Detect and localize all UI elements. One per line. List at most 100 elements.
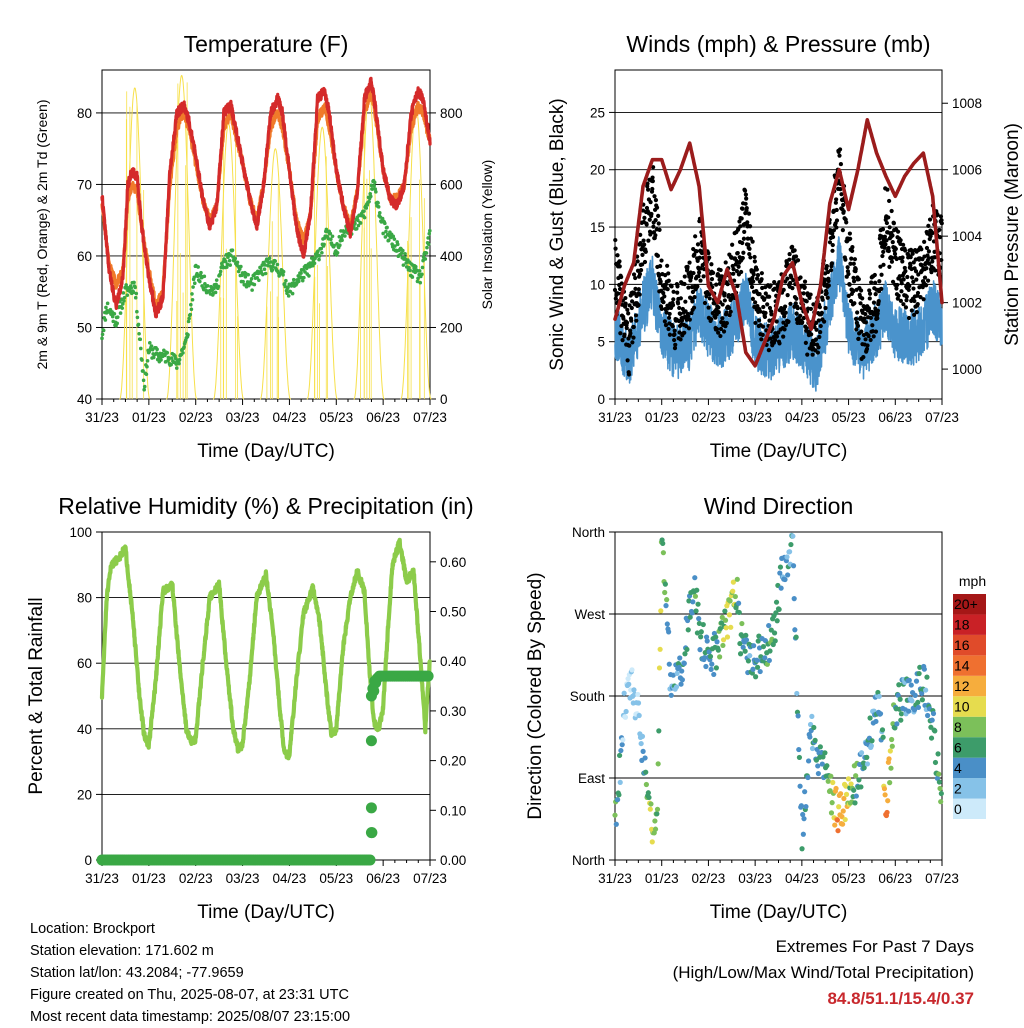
gust-point <box>612 287 618 293</box>
precip-point <box>364 854 376 866</box>
gust-point <box>926 249 932 254</box>
direction-point <box>700 621 706 628</box>
gust-point <box>624 325 629 331</box>
gust-point <box>653 218 658 223</box>
gust-point <box>902 248 908 253</box>
gust-point <box>665 263 670 268</box>
gust-point <box>803 340 808 345</box>
gust-point <box>707 255 712 260</box>
direction-point <box>697 647 703 653</box>
gust-point <box>772 338 778 343</box>
gust-point <box>901 242 906 247</box>
direction-point <box>730 588 736 594</box>
direction-point <box>802 789 808 795</box>
gust-point <box>900 259 905 264</box>
dewpoint-point <box>319 246 324 251</box>
gust-point <box>825 295 830 300</box>
direction-point <box>724 634 731 640</box>
gust-point <box>743 201 748 206</box>
gust-point <box>882 245 887 250</box>
solar-series <box>166 74 198 400</box>
gust-point <box>682 274 687 279</box>
gust-point <box>820 297 825 302</box>
gust-point <box>613 246 618 251</box>
direction-point <box>815 770 821 777</box>
gust-point <box>817 334 822 340</box>
legend-label: 2 <box>954 780 962 796</box>
gust-point <box>755 272 761 278</box>
gust-point <box>626 372 632 377</box>
dewpoint-point <box>142 384 147 389</box>
gust-point <box>785 276 790 281</box>
gust-point <box>808 292 813 297</box>
gust-point <box>690 289 696 295</box>
direction-point <box>877 711 884 717</box>
dewpoint-point <box>426 236 430 240</box>
dewpoint-point <box>372 184 376 188</box>
gust-point <box>827 240 833 245</box>
y2-tick-label: 1000 <box>952 362 982 377</box>
gust-point <box>759 277 764 282</box>
gust-point <box>919 247 924 252</box>
gust-point <box>694 249 699 254</box>
gust-point <box>666 278 671 283</box>
gust-point <box>882 234 888 239</box>
direction-point <box>619 742 625 748</box>
x-tick-label: 03/23 <box>226 871 260 886</box>
gust-point <box>640 262 645 267</box>
gust-point <box>856 336 861 341</box>
dewpoint-point <box>250 288 254 292</box>
direction-point <box>898 717 904 723</box>
gust-point <box>788 280 793 286</box>
direction-point <box>766 622 772 629</box>
gust-point <box>619 274 624 280</box>
direction-point <box>673 684 680 690</box>
dewpoint-point <box>149 344 154 348</box>
gust-point <box>801 315 807 321</box>
direction-point <box>886 756 892 762</box>
gust-point <box>830 231 835 236</box>
chart-title: Temperature (F) <box>184 31 349 57</box>
dewpoint-point <box>275 262 280 267</box>
gust-point <box>629 299 635 304</box>
gust-point <box>781 320 786 325</box>
direction-point <box>616 792 622 798</box>
gust-point <box>746 211 752 216</box>
x-tick-label: 06/23 <box>878 871 912 886</box>
direction-point <box>670 672 676 678</box>
gust-point <box>852 257 858 262</box>
gust-point <box>750 296 756 301</box>
dewpoint-point <box>416 276 420 281</box>
dewpoint-point <box>214 278 219 282</box>
gust-point <box>810 352 815 357</box>
direction-point <box>782 576 788 583</box>
direction-point <box>791 596 797 602</box>
direction-point <box>696 620 702 627</box>
gust-point <box>687 260 692 265</box>
y2-tick-label: 0.50 <box>440 605 466 620</box>
direction-point <box>838 791 844 797</box>
gust-point <box>841 202 846 208</box>
gust-point <box>662 294 667 299</box>
dewpoint-point <box>401 263 406 267</box>
pressure-series <box>613 118 944 368</box>
gust-point <box>641 238 646 243</box>
direction-point <box>658 608 664 614</box>
gust-point <box>665 287 670 292</box>
x-tick-label: 02/23 <box>179 410 213 425</box>
gust-point <box>636 287 641 292</box>
direction-point <box>678 681 684 687</box>
gust-point <box>644 205 650 211</box>
dewpoint-point <box>177 361 181 366</box>
gust-point <box>816 345 821 350</box>
gust-point <box>880 227 886 232</box>
gust-point <box>927 261 932 266</box>
direction-point <box>839 821 846 827</box>
dewpoint-point <box>354 226 359 231</box>
direction-point <box>656 665 663 671</box>
gust-point <box>922 275 928 280</box>
gust-point <box>939 218 944 223</box>
x-tick-label: 05/23 <box>832 871 866 886</box>
gust-point <box>849 256 854 261</box>
direction-point <box>715 647 721 653</box>
